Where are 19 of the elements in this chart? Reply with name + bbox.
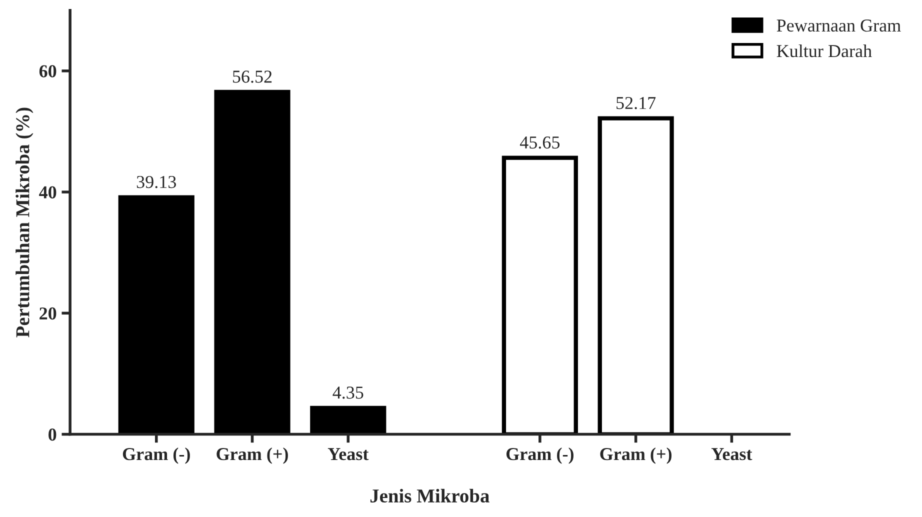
x-tick-label: Gram (+) xyxy=(600,447,672,464)
data-label: 52.17 xyxy=(616,96,656,110)
data-label: 39.13 xyxy=(136,176,176,188)
data-label: 4.35 xyxy=(332,386,364,399)
x-axis-title: Jenis Mikroba xyxy=(370,488,490,503)
y-tick-label: 40 xyxy=(39,186,56,198)
legend-label: Kultur Darah xyxy=(776,44,872,58)
x-tick-label: Yeast xyxy=(328,448,369,460)
x-tick-label: Gram (+) xyxy=(216,447,288,464)
x-tick-label: Gram (-) xyxy=(122,447,190,464)
y-axis-title: Pertumbuhan Mikroba (%) xyxy=(16,108,34,338)
legend-label: Pewarnaan Gram xyxy=(776,20,901,32)
x-tick-label: Yeast xyxy=(711,448,752,460)
y-tick-label: 0 xyxy=(48,428,56,441)
data-label: 56.52 xyxy=(232,70,272,83)
y-tick-label: 20 xyxy=(40,307,56,320)
x-tick-label: Gram (-) xyxy=(506,447,574,464)
data-label: 45.65 xyxy=(520,136,560,149)
y-tick-label: 60 xyxy=(39,65,56,78)
